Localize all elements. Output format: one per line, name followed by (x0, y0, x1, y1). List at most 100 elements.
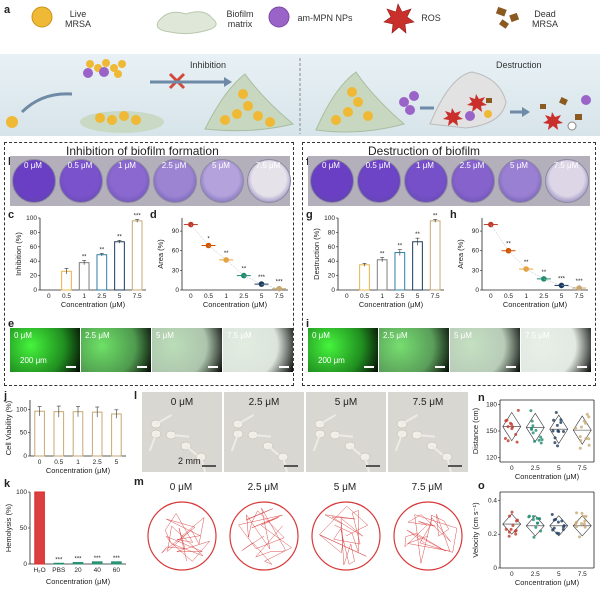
chart-o-dot-2-11 (561, 525, 565, 529)
well-label-f-2: 1 μM (416, 161, 434, 170)
chart-c: 0 20 40 60 80 100 Inhibition (%) Concentration … (14, 213, 146, 309)
chart-n-dot-1-8 (531, 431, 535, 435)
larva-tail-3-1 (416, 434, 436, 438)
well-plate-f (308, 156, 590, 206)
chart-n-ylabel: Distance (cm) (471, 407, 480, 454)
well-f-3 (451, 159, 495, 203)
fluo-image-i-1 (379, 328, 449, 372)
chart-d-point-1 (205, 242, 212, 249)
fluo-label-i-3: 7.5 μM (525, 331, 550, 340)
chart-o-dot-3-7 (584, 514, 588, 518)
chart-g-ytick-label-1: 20 (328, 273, 336, 280)
well-label-b-3: 2.5 μM (161, 161, 187, 170)
chart-n-dot-1-1 (529, 409, 533, 413)
chart-o-ytick-label-1: 0.2 (488, 531, 497, 538)
chart-o-dot-2-6 (560, 519, 564, 523)
chart-d: 0 30 60 90 Area (%) Concentration (μM) 0 * 0.5 **… (156, 218, 288, 309)
scale-bar-e-0 (66, 366, 76, 368)
chart-c-xtick-label-2: 2.5 (97, 293, 106, 300)
chart-o-dot-3-8 (574, 520, 578, 524)
scale-bar-i-3 (577, 366, 587, 368)
chart-c-bar-4 (131, 220, 143, 291)
track-path-3 (404, 514, 458, 564)
chart-c-bar-1 (78, 262, 90, 291)
chart-h-xtick-label-4: 5 (560, 293, 564, 300)
chart-o: 0 0.2 0.4 Velocity (cm s⁻¹) Concentration (μ… (471, 491, 595, 587)
track-plot-1 (229, 501, 299, 571)
zebrafish-scale-bar-0 (202, 465, 216, 467)
chart-h-link-3 (526, 268, 544, 280)
chart-o-dot-2-8 (552, 518, 556, 522)
chart-k-bar-0 (34, 491, 45, 565)
chart-o-xtick-label-1: 2.5 (531, 571, 540, 578)
chart-h-ytick-label-2: 60 (472, 248, 480, 255)
chart-o-dot-3-1 (578, 535, 582, 539)
fluo-label-e-0: 0 μM (14, 331, 32, 340)
well-f-1 (357, 159, 401, 203)
track-well-0 (147, 501, 217, 571)
chart-g-xtick-label-0: 0.5 (360, 293, 369, 300)
zebrafish-label-1: 2.5 μM (248, 397, 280, 408)
chart-o-xtick-label-3: 7.5 (578, 571, 587, 578)
chart-o-ylabel: Velocity (cm s⁻¹) (471, 502, 480, 558)
well-b-2 (106, 159, 150, 203)
chart-k-ytick-label-0: 0 (23, 561, 27, 568)
chart-g-ytick-label-4: 80 (328, 229, 336, 236)
chart-n-dot-3-4 (574, 426, 578, 430)
chart-g-bar-2 (394, 252, 406, 291)
chart-h-ytick-label-1: 30 (472, 267, 480, 274)
chart-n-ytick-label-0: 120 (486, 455, 497, 462)
larva-tail-0-4 (148, 433, 157, 452)
chart-g-bar-1 (376, 259, 388, 291)
chart-k-bar-1 (53, 562, 65, 565)
chart-o-dot-3-2 (580, 511, 584, 515)
fluo-image-i-3 (521, 328, 591, 372)
chart-c-xtick-label-3: 5 (118, 293, 122, 300)
track-well-1 (229, 501, 299, 571)
well-label-f-5: 7.5 μM (553, 161, 579, 170)
chart-n-dot-3-0 (584, 437, 588, 441)
chart-n-dot-3-7 (584, 421, 588, 425)
chart-o-dot-3-5 (580, 522, 584, 526)
chart-o-dot-3-10 (582, 522, 586, 526)
chart-c-ytick-label-1: 20 (30, 273, 38, 280)
fluo-image-e-1 (81, 328, 151, 372)
well-label-b-1: 0.5 μM (67, 161, 93, 170)
chart-g-ytick-label-2: 40 (328, 258, 336, 265)
larva-tail-3-4 (394, 433, 403, 452)
chart-d-xtick-label-2: 1 (224, 293, 228, 300)
chart-n-dot-2-6 (554, 410, 558, 414)
chart-n-dot-0-5 (514, 433, 518, 437)
chart-o-dot-0-3 (507, 530, 511, 534)
chart-d-xtick-label-5: 7.5 (275, 293, 284, 300)
chart-n-dot-3-3 (582, 419, 586, 423)
chart-d-link-1 (190, 224, 209, 246)
well-label-b-4: 5 μM (212, 161, 230, 170)
chart-h-link-1 (490, 224, 509, 251)
chart-o-dot-0-7 (509, 527, 513, 531)
chart-d-xlabel: Concentration (μM) (203, 300, 268, 309)
chart-h-sig-3: ** (541, 270, 546, 276)
destruction-process (315, 71, 591, 133)
chart-n-xtick-label-3: 7.5 (578, 465, 587, 472)
chart-n-dot-0-8 (505, 418, 509, 422)
chart-n-dot-2-11 (552, 418, 556, 422)
well-label-b-0: 0 μM (24, 161, 42, 170)
scale-bar-i-1 (435, 366, 445, 368)
chart-n-dot-2-10 (553, 436, 557, 440)
chart-h-ytick-label-0: 0 (475, 287, 479, 294)
well-f-2 (404, 159, 448, 203)
chart-o-dot-3-4 (575, 525, 579, 529)
chart-o-xtick-label-0: 0 (510, 571, 514, 578)
chart-o-dot-0-6 (510, 510, 514, 514)
track-path-0 (161, 513, 211, 562)
chart-o-xlabel: Concentration (μM) (515, 578, 580, 587)
track-label-2: 5 μM (333, 482, 357, 493)
scale-bar-e-1 (137, 366, 147, 368)
chart-n-ytick-label-2: 180 (486, 401, 497, 408)
scheme-inhibition-label: Inhibition (190, 60, 227, 70)
larva-tail-2-1 (334, 434, 354, 438)
chart-k-xtick-label-3: 40 (94, 567, 102, 574)
